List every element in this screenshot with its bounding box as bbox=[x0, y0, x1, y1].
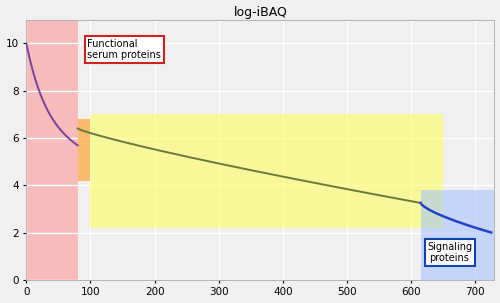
Text: Signaling
proteins: Signaling proteins bbox=[427, 242, 472, 263]
Title: log-iBAQ: log-iBAQ bbox=[234, 5, 287, 18]
Bar bbox=[78, 119, 90, 181]
Bar bbox=[90, 114, 443, 228]
Bar bbox=[26, 20, 78, 280]
Text: Functional
serum proteins: Functional serum proteins bbox=[87, 39, 161, 60]
Bar bbox=[420, 190, 494, 280]
